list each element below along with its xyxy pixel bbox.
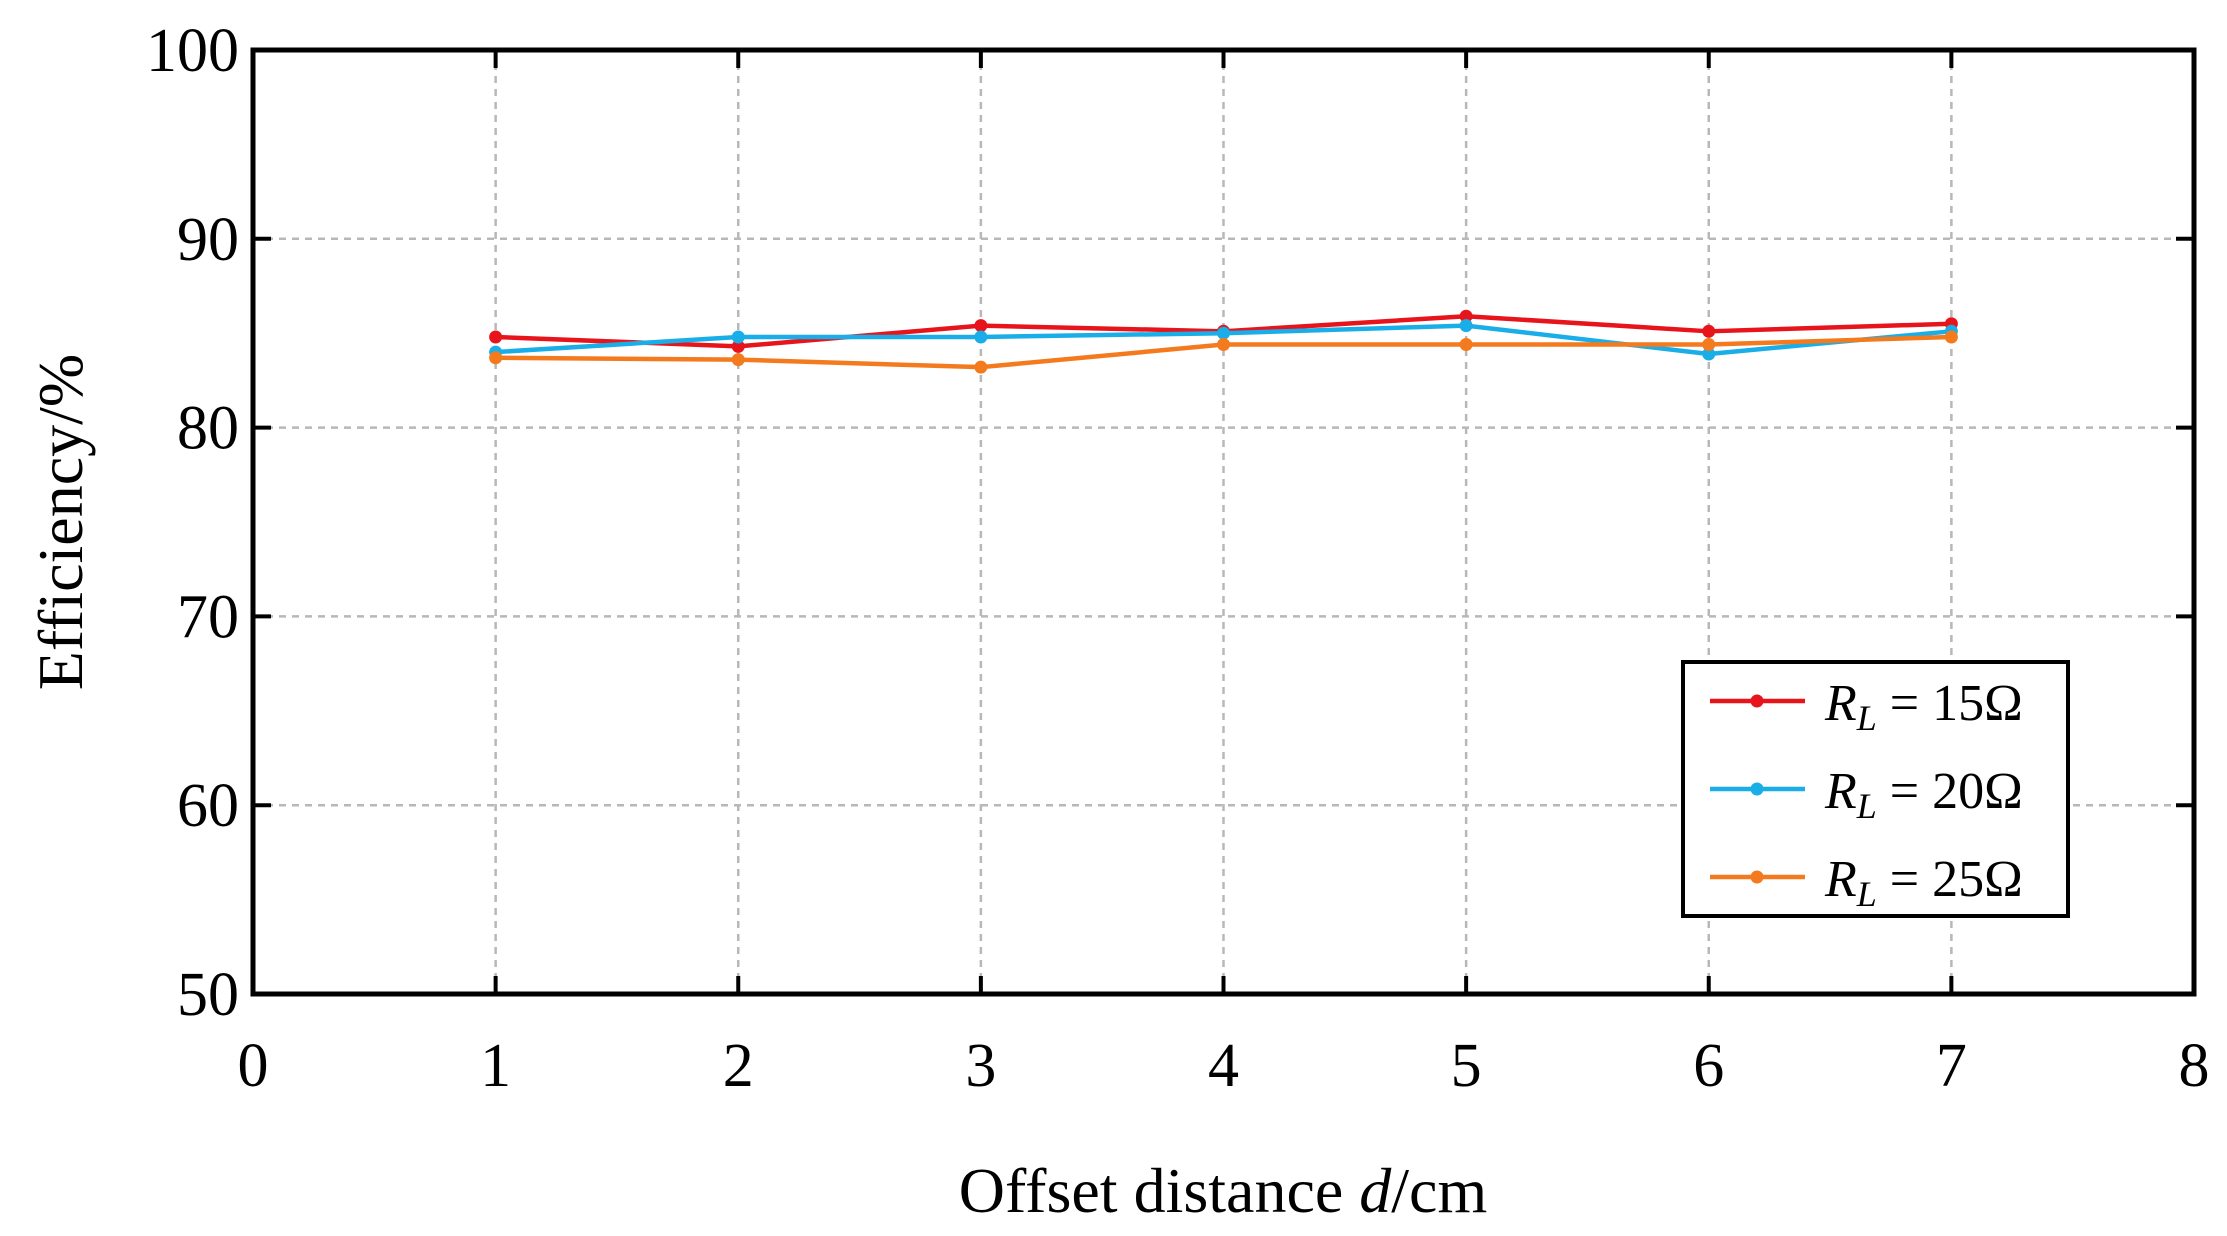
data-point	[1702, 324, 1716, 338]
x-tick-label: 7	[1936, 1032, 1967, 1100]
data-point	[489, 330, 503, 344]
y-tick-label: 80	[177, 395, 239, 463]
data-point	[731, 330, 745, 344]
series-2	[489, 319, 1958, 361]
data-point	[1459, 338, 1473, 352]
x-tick-label: 3	[965, 1032, 996, 1100]
axis-ticks	[251, 48, 2196, 996]
data-point	[1459, 309, 1473, 323]
legend-item-3: RL = 25Ω	[1710, 851, 2023, 914]
series-3	[489, 330, 1958, 374]
x-axis-title: Offset distance d/cm	[959, 1155, 1487, 1226]
legend-item-1: RL = 15Ω	[1710, 675, 2023, 738]
tick-labels: 0 1 2 3 4 5 6 7 8 50 60 70 80 90 100	[146, 17, 2210, 1100]
legend-label: RL = 20Ω	[1824, 763, 2023, 826]
x-tick-label: 1	[480, 1032, 511, 1100]
x-tick-label: 6	[1693, 1032, 1724, 1100]
legend-swatch-marker	[1750, 870, 1764, 884]
data-point	[974, 330, 988, 344]
y-tick-label: 50	[177, 961, 239, 1029]
y-tick-label: 60	[177, 772, 239, 840]
y-axis-title: Efficiency/%	[25, 354, 96, 690]
legend-item-2: RL = 20Ω	[1710, 763, 2023, 826]
data-point	[974, 319, 988, 333]
data-point	[974, 360, 988, 374]
data-point	[1217, 338, 1230, 352]
data-point	[1459, 319, 1473, 333]
x-tick-label: 5	[1451, 1032, 1482, 1100]
y-tick-label: 100	[146, 17, 239, 85]
data-point	[1944, 330, 1958, 344]
legend-swatch-marker	[1750, 782, 1764, 796]
series-layer	[489, 309, 1958, 374]
x-tick-label: 8	[2179, 1032, 2210, 1100]
y-tick-label: 90	[177, 206, 239, 274]
data-point	[489, 351, 503, 365]
data-point	[731, 339, 745, 353]
legend-label: RL = 25Ω	[1824, 851, 2023, 914]
x-tick-label: 0	[238, 1032, 269, 1100]
x-tick-label: 4	[1208, 1032, 1239, 1100]
legend-swatch-marker	[1750, 694, 1764, 708]
y-tick-label: 70	[177, 583, 239, 651]
data-point	[1217, 326, 1230, 340]
data-point	[1702, 338, 1716, 352]
x-tick-label: 2	[723, 1032, 754, 1100]
legend-label: RL = 15Ω	[1824, 675, 2023, 738]
data-point	[731, 353, 745, 367]
legend: RL = 15Ω RL = 20Ω RL = 25Ω	[1681, 660, 2070, 918]
data-point	[1702, 347, 1716, 361]
